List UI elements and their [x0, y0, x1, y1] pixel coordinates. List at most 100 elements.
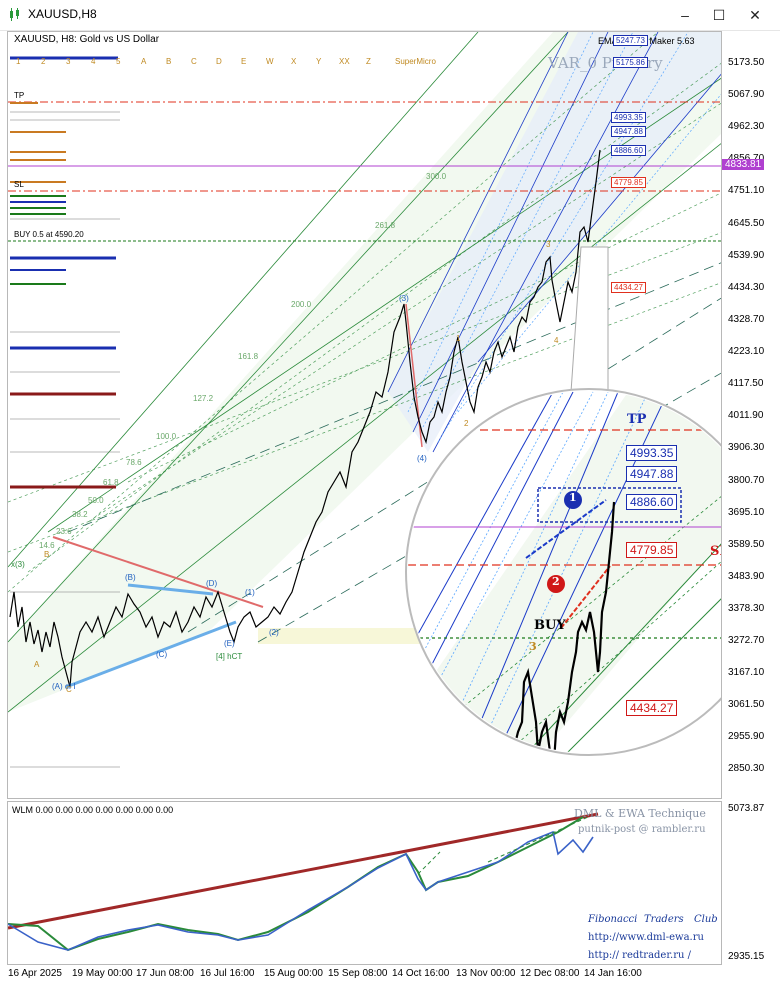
- green-channel-lines: [8, 32, 721, 713]
- price-tick: 4328.70: [728, 314, 765, 325]
- mag-marker-2: 2: [552, 575, 560, 588]
- price-tick: 3167.10: [728, 667, 765, 678]
- wave-label: 4: [554, 336, 559, 345]
- wave-label: SuperMicro: [395, 57, 436, 66]
- price-box-top-a: 5175.86: [613, 57, 648, 68]
- wave-label: 3: [546, 240, 551, 249]
- mag-buy-label: BUY: [534, 618, 566, 633]
- tp-label: TP: [14, 91, 25, 100]
- wave-label: x(3): [11, 560, 25, 569]
- price-tick: 4223.10: [728, 346, 765, 357]
- wave-label: [4] hCT: [216, 652, 243, 661]
- blue-trend-line: [65, 620, 237, 689]
- price-tick: 3272.70: [728, 635, 765, 646]
- wave-label: (A) cI I: [52, 682, 76, 691]
- wave-label: A: [34, 660, 40, 669]
- wave-label: D: [216, 57, 222, 66]
- left-level-markers: [10, 56, 118, 489]
- mag-sl-label: SL: [710, 544, 721, 559]
- fib-label: 78.6: [126, 458, 142, 467]
- dml-watermark: DML & EWA Technique: [574, 807, 706, 820]
- fib-label: 50.0: [88, 496, 104, 505]
- price-tick: 3906.30: [728, 442, 765, 453]
- close-button[interactable]: ✕: [749, 7, 761, 23]
- price-tick: 4645.50: [728, 218, 765, 229]
- wave-label: (2): [269, 628, 279, 637]
- price-box-low: 4434.27: [611, 282, 646, 293]
- wave-label: W: [266, 57, 274, 66]
- price-tick: 4856.70: [728, 153, 764, 164]
- mag-price-box: 4947.88: [626, 466, 678, 482]
- indicator-title: WLM 0.00 0.00 0.00 0.00 0.00 0.00 0.00: [12, 805, 174, 815]
- wave-label: (1): [245, 588, 255, 597]
- chart-canvas: [8, 32, 721, 768]
- wave-label: 4: [91, 57, 96, 66]
- mag-marker-1: 1: [569, 491, 577, 504]
- wave-label: 3: [66, 57, 71, 66]
- wave-label: (3): [399, 294, 409, 303]
- website-link[interactable]: http:// redtrader.ru /: [588, 950, 691, 961]
- fib-label: 161.8: [238, 352, 259, 361]
- price-box-tp1: 4993.35: [611, 112, 646, 123]
- wave-label: (D): [206, 579, 218, 588]
- wave-label: Y: [316, 57, 322, 66]
- price-tick: 3378.30: [728, 603, 765, 614]
- wave-label: 2: [41, 57, 46, 66]
- wave-label: B: [44, 550, 50, 559]
- fib-label: 100.0: [156, 432, 177, 441]
- price-tick: 4962.30: [728, 121, 765, 132]
- wave-label: Z: [366, 57, 371, 66]
- indicator-panel[interactable]: WLM 0.00 0.00 0.00 0.00 0.00 0.00 0.00 D…: [7, 801, 722, 965]
- price-tick: 4539.90: [728, 250, 765, 261]
- price-tick: 3483.90: [728, 571, 765, 582]
- price-tick: 4117.50: [728, 378, 764, 389]
- wave-label: 5: [116, 57, 121, 66]
- wave-label: (C): [156, 650, 168, 659]
- fib-label: 38.2: [72, 510, 88, 519]
- club-word: Club: [694, 914, 718, 925]
- price-tick: 4751.10: [728, 185, 765, 196]
- price-box-entry: 4886.60: [611, 145, 646, 156]
- wave-label: A: [141, 57, 147, 66]
- blue-fib-lines: [407, 32, 721, 443]
- minimize-button[interactable]: –: [681, 7, 689, 23]
- wave-label: XX: [339, 57, 350, 66]
- time-tick: 16 Jul 16:00: [200, 968, 255, 979]
- price-axis[interactable]: 5173.50 5067.90 4962.30 4856.70 4751.10 …: [722, 31, 780, 799]
- red-trend-line: [52, 536, 264, 608]
- magnifier-content: [408, 391, 721, 753]
- blue-channel-fill: [388, 32, 721, 452]
- wave-label: 2: [464, 419, 469, 428]
- price-chart[interactable]: XAUUSD, H8: Gold vs US Dollar VAR_0 Prim…: [7, 31, 722, 799]
- indicator-tick: 2935.15: [728, 951, 765, 962]
- fib-label: 127.2: [193, 394, 214, 403]
- wave-label: C: [66, 685, 72, 694]
- time-tick: 17 Jun 08:00: [136, 968, 194, 979]
- wave-label: 1: [456, 334, 461, 343]
- wave-label: C: [191, 57, 197, 66]
- wave-label: X: [291, 57, 297, 66]
- time-tick: 16 Apr 2025: [8, 968, 62, 979]
- price-tick: 3589.50: [728, 539, 765, 550]
- time-tick: 14 Jan 16:00: [584, 968, 642, 979]
- mag-wave3-label: 3: [529, 640, 537, 653]
- window-title: XAUUSD,H8: [28, 7, 97, 21]
- price-tick: 2850.30: [728, 763, 765, 774]
- maximize-button[interactable]: ☐: [712, 7, 726, 23]
- price-tick: 4434.30: [728, 282, 765, 293]
- price-box-tp2: 4947.88: [611, 126, 646, 137]
- fib-label: 261.8: [375, 221, 396, 230]
- mag-price-box: 4779.85: [626, 542, 678, 558]
- time-axis[interactable]: 16 Apr 2025 19 May 00:00 17 Jun 08:00 16…: [0, 965, 780, 992]
- wave-label: (4): [417, 454, 427, 463]
- club-word: Fibonacci: [588, 914, 638, 925]
- current-price-tag: 4833.81: [722, 159, 765, 170]
- fib-label: 200.0: [291, 300, 312, 309]
- time-tick: 15 Sep 08:00: [328, 968, 388, 979]
- price-tick: 5173.50: [728, 57, 765, 68]
- buy-label: BUY 0.5 at 4590.20: [14, 230, 84, 239]
- website-link[interactable]: http://www.dml-ewa.ru: [588, 932, 704, 943]
- price-tick: 5067.90: [728, 89, 765, 100]
- indicator-axis: 5073.87 2935.15: [722, 801, 780, 965]
- green-wlm-line: [8, 816, 584, 952]
